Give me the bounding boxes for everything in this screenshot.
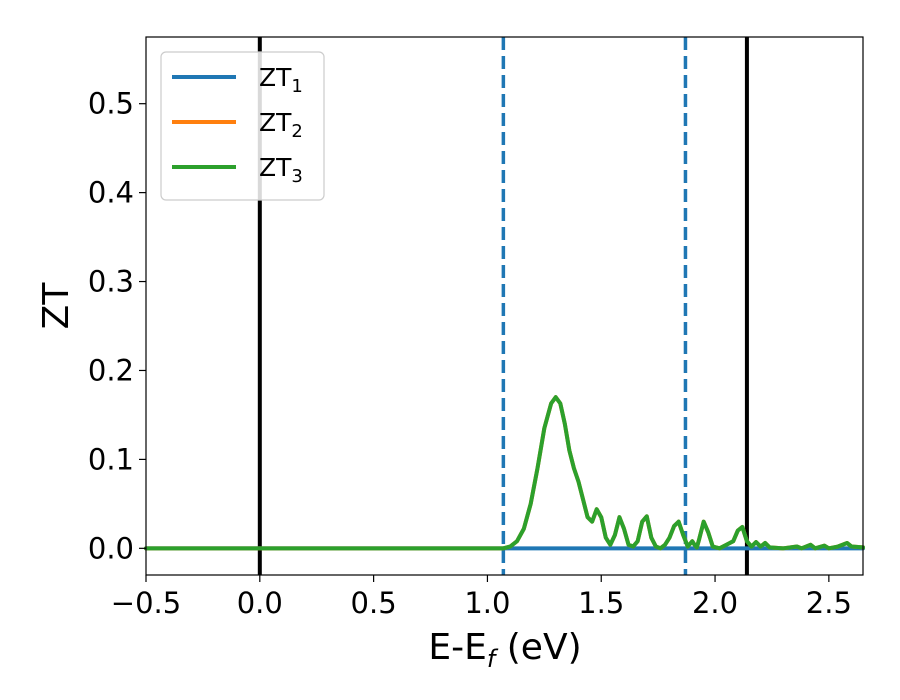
y-tick-label: 0.3 [88,265,134,299]
y-tick-label: 0.0 [88,531,134,565]
y-tick-label: 0.2 [88,353,134,387]
legend-label-1: ZT1 [259,63,303,97]
legend-frame [160,51,325,201]
legend-label-2: ZT2 [259,108,303,142]
x-tick-label: −0.5 [111,586,181,620]
legend: ZT1 ZT2 ZT3 [160,51,325,201]
y-axis-label: ZT [36,282,77,330]
series-lines [144,395,865,551]
y-tick-label: 0.4 [88,176,134,210]
x-tick-label: 2.0 [692,586,738,620]
y-tick-label: 0.1 [88,442,134,476]
series-line-3 [144,395,865,551]
x-axis-ticks: −0.5 0.0 0.5 1.0 1.5 2.0 2.5 [111,575,852,620]
x-tick-label: 2.5 [806,586,852,620]
x-tick-label: 0.0 [237,586,283,620]
y-tick-label: 0.5 [88,87,134,121]
x-tick-label: 1.5 [578,586,624,620]
axes-frame [145,36,864,576]
x-axis-label: E-Ef (eV) [428,627,581,673]
x-tick-label: 0.5 [351,586,397,620]
legend-label-3: ZT3 [259,153,303,187]
y-axis-ticks: 0.0 0.1 0.2 0.3 0.4 0.5 [88,87,146,565]
x-tick-label: 1.0 [464,586,510,620]
